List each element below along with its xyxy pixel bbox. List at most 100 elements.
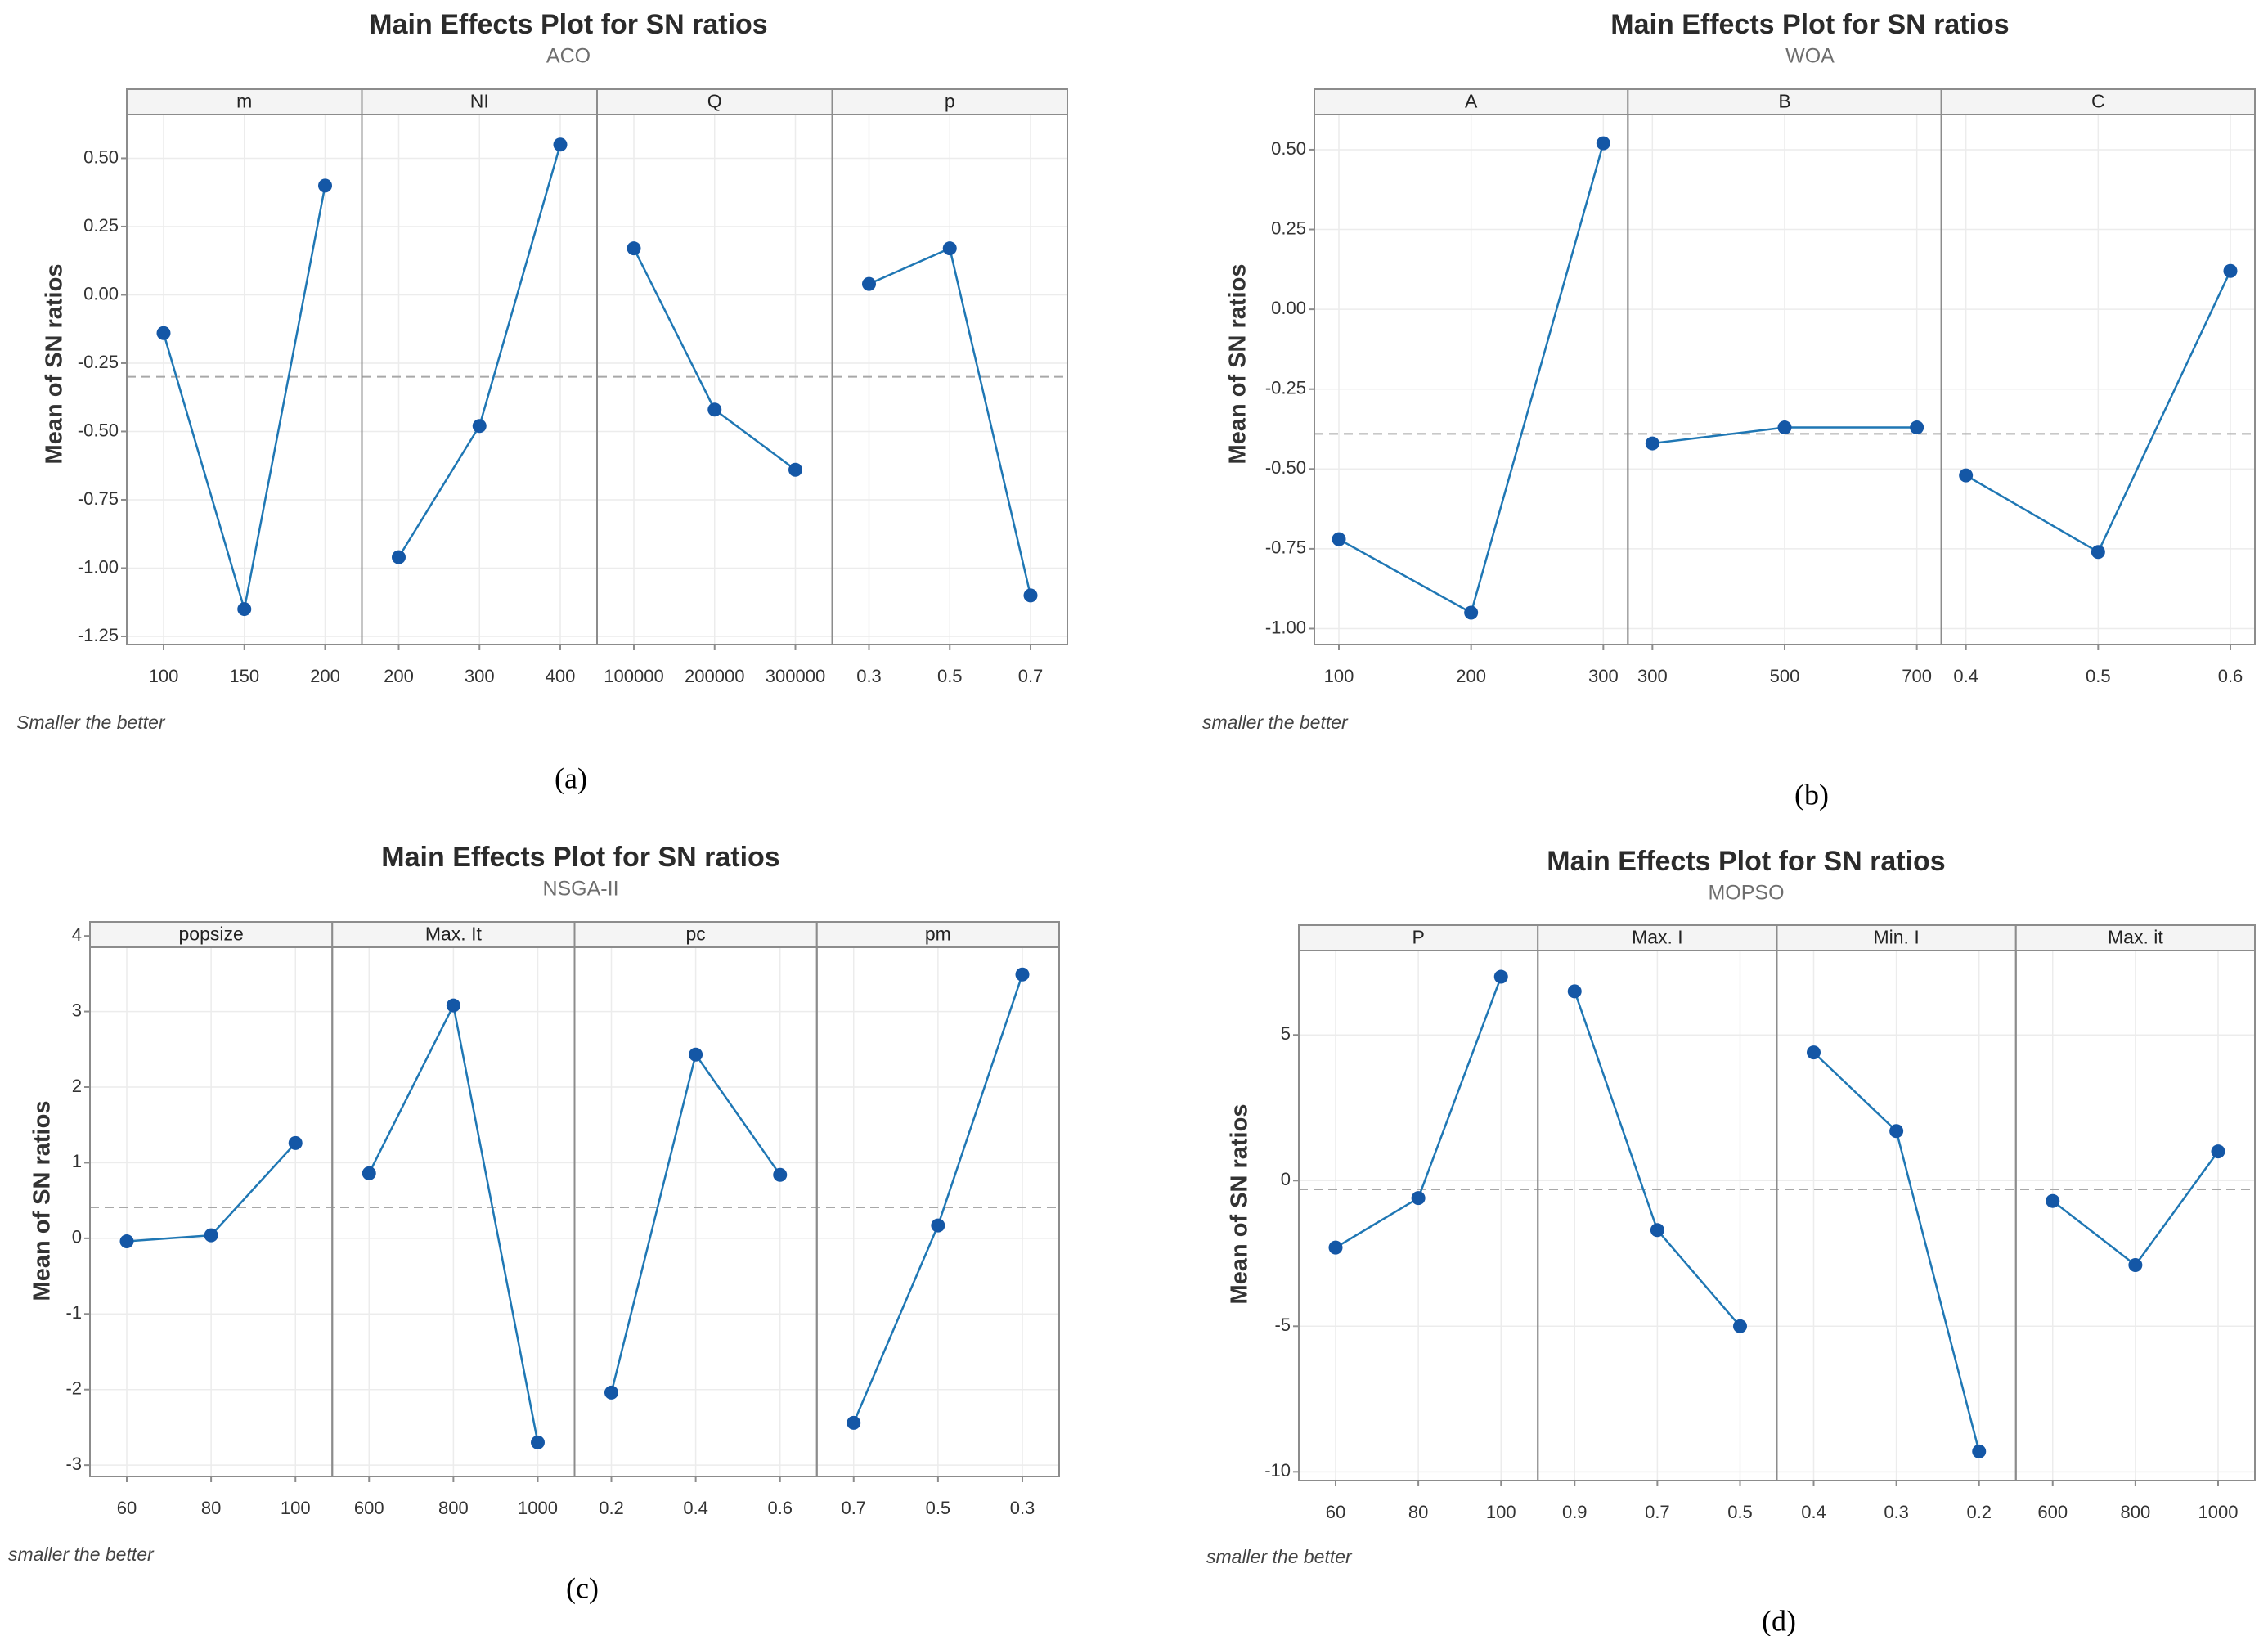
panel-caption: (c): [566, 1571, 599, 1604]
facet-label: Min. I: [1874, 927, 1920, 948]
data-point: [1972, 1444, 1987, 1458]
x-tick-label: 0.5: [926, 1498, 951, 1518]
y-tick-label: -0.75: [1265, 537, 1306, 558]
footnote: smaller the better: [1206, 1546, 1353, 1567]
y-axis-label: Mean of SN ratios: [42, 264, 68, 465]
footnote: smaller the better: [8, 1544, 155, 1565]
x-tick-label: 0.2: [1966, 1502, 1992, 1522]
x-tick-label: 700: [1902, 666, 1932, 686]
x-tick-label: 200: [384, 666, 414, 686]
data-point: [862, 276, 876, 291]
x-tick-label: 100: [149, 666, 179, 686]
data-point: [362, 1166, 376, 1180]
data-point: [1807, 1045, 1821, 1060]
panel-caption: (a): [555, 762, 587, 794]
y-tick-label: 0.25: [1271, 218, 1306, 238]
x-tick-label: 300: [1637, 666, 1668, 686]
y-tick-label: -0.50: [78, 420, 119, 440]
chart-subtitle: MOPSO: [1708, 882, 1784, 905]
data-point: [553, 137, 568, 152]
data-point: [1645, 436, 1659, 451]
x-tick-label: 0.6: [2218, 666, 2243, 686]
x-tick-label: 0.3: [1884, 1502, 1909, 1522]
y-tick-label: -0.75: [78, 488, 119, 509]
x-tick-label: 0.5: [937, 666, 963, 686]
factor-facet-0: popsize 60 80 100: [89, 921, 334, 1518]
y-tick-label: 0: [1281, 1169, 1291, 1189]
y-tick-label: -1.00: [78, 556, 119, 577]
chart-title: Main Effects Plot for SN ratios: [1547, 846, 1945, 877]
chart-title: Main Effects Plot for SN ratios: [381, 842, 779, 873]
facet-label: Max. It: [425, 924, 483, 945]
facet-label: NI: [470, 91, 489, 112]
data-point: [2128, 1258, 2143, 1273]
x-tick-label: 300000: [766, 666, 825, 686]
facet-strip: [596, 88, 833, 115]
x-tick-label: 0.2: [599, 1498, 624, 1518]
y-axis-label: Mean of SN ratios: [29, 1101, 56, 1301]
y-tick-label: -1.00: [1265, 617, 1306, 637]
x-tick-label: 0.9: [1562, 1502, 1588, 1522]
data-point: [156, 326, 171, 340]
facet-strip: [573, 921, 818, 948]
factor-facet-0: A 100 200 300: [1314, 88, 1629, 686]
data-point: [204, 1228, 218, 1243]
data-point: [627, 241, 641, 256]
x-tick-label: 300: [1588, 666, 1619, 686]
data-point: [392, 550, 406, 564]
x-tick-label: 0.6: [767, 1498, 793, 1518]
x-tick-label: 200: [310, 666, 340, 686]
x-tick-label: 80: [1408, 1502, 1428, 1522]
x-tick-label: 100000: [604, 666, 663, 686]
chart-panel-3: Main Effects Plot for SN ratios MOPSO 5 0 -5…: [1206, 846, 2256, 1636]
x-tick-label: 0.3: [1010, 1498, 1035, 1518]
facet-label: Q: [707, 91, 722, 112]
y-tick-label: 0.25: [83, 215, 119, 236]
data-point: [119, 1234, 134, 1249]
data-point: [1567, 984, 1582, 999]
panel-caption: (b): [1794, 778, 1829, 811]
data-point: [1411, 1191, 1426, 1206]
factor-facet-0: m 100 150 200: [126, 88, 363, 686]
y-tick-label: -0.25: [78, 352, 119, 372]
y-tick-label: 0.00: [1271, 298, 1306, 318]
data-point: [237, 602, 252, 617]
data-point: [2211, 1144, 2225, 1159]
y-tick-label: 2: [72, 1076, 82, 1096]
data-point: [446, 998, 460, 1013]
data-point: [604, 1385, 618, 1400]
factor-facet-3: p 0.3 0.5 0.7: [831, 88, 1068, 686]
data-point: [707, 402, 722, 417]
facet-label: Max. I: [1632, 927, 1683, 948]
y-tick-label: -10: [1264, 1460, 1291, 1481]
x-tick-label: 1000: [2198, 1502, 2239, 1522]
data-point: [689, 1047, 703, 1062]
data-point: [773, 1167, 788, 1182]
x-tick-label: 0.7: [1018, 666, 1044, 686]
y-tick-label: 0: [72, 1227, 82, 1247]
data-point: [1332, 532, 1346, 546]
chart-panel-1: Main Effects Plot for SN ratios WOA 0.50 0.…: [1202, 9, 2257, 811]
factor-facet-2: C 0.4 0.5 0.6: [1940, 88, 2257, 686]
x-tick-label: 0.4: [1801, 1502, 1826, 1522]
data-point: [1015, 967, 1030, 982]
y-axis-label: Mean of SN ratios: [1227, 1104, 1253, 1305]
y-tick-label: 3: [72, 1000, 82, 1020]
facet-strip: [1940, 88, 2257, 115]
y-tick-label: -2: [65, 1378, 82, 1399]
x-tick-label: 80: [201, 1498, 221, 1518]
facet-label: m: [236, 91, 252, 112]
facet-label: popsize: [178, 924, 243, 945]
facet-label: pm: [925, 924, 951, 945]
chart-subtitle: ACO: [546, 45, 591, 68]
data-point: [472, 419, 487, 434]
facet-label: C: [2091, 91, 2105, 112]
factor-facet-1: B 300 500 700: [1627, 88, 1942, 686]
data-point: [2091, 545, 2105, 560]
x-tick-label: 800: [2121, 1502, 2151, 1522]
chart-panel-2: Main Effects Plot for SN ratios NSGA-II 4 3…: [8, 842, 1060, 1604]
facet-strip: [815, 921, 1060, 948]
data-point: [1596, 136, 1610, 151]
data-point: [1910, 420, 1924, 435]
x-tick-label: 100: [1486, 1502, 1516, 1522]
